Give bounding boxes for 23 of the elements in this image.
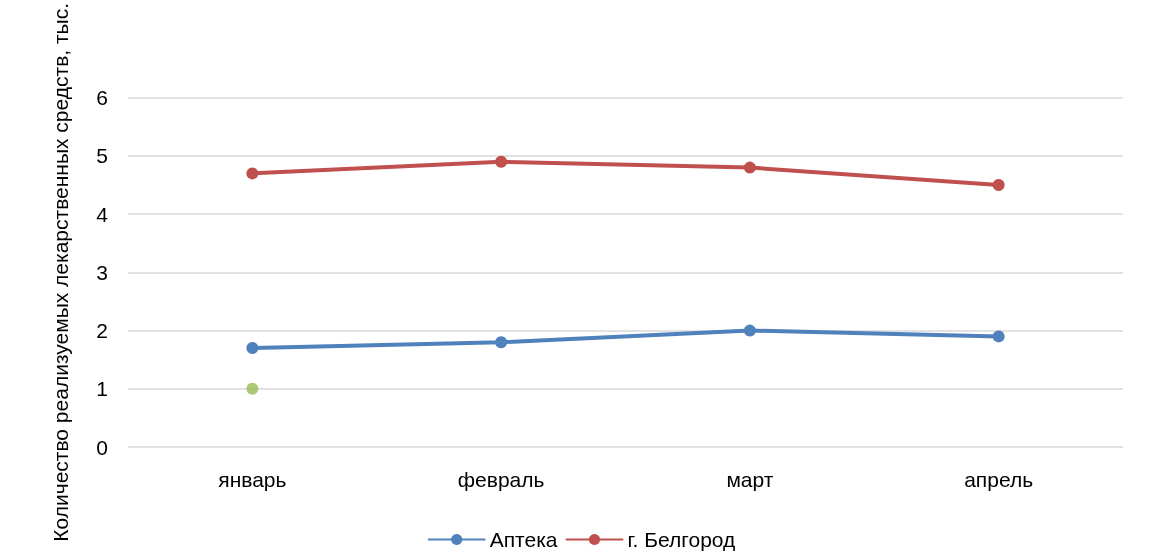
y-tick-label: 6 xyxy=(96,86,108,110)
point xyxy=(246,342,259,355)
y-tick-label: 5 xyxy=(96,144,108,168)
point xyxy=(246,167,259,180)
x-tick-label: март xyxy=(726,468,774,491)
legend-label: г. Белгород xyxy=(627,528,736,551)
x-tick-label: апрель xyxy=(964,468,1034,491)
x-tick-label: февраль xyxy=(457,468,545,491)
y-tick-label: 3 xyxy=(96,260,108,284)
point xyxy=(495,155,508,168)
legend-label: Аптека xyxy=(489,528,558,551)
point xyxy=(743,324,756,337)
point xyxy=(992,330,1005,343)
point xyxy=(743,161,756,174)
point xyxy=(246,382,259,395)
x-tick-label: январь xyxy=(218,468,287,491)
y-tick-label: 0 xyxy=(96,435,108,459)
y-axis-title: Количество реализуемых лекарственных средств, тыс. xyxy=(48,2,72,542)
y-tick-label: 2 xyxy=(96,319,108,343)
y-tick-label: 1 xyxy=(96,377,108,401)
point xyxy=(992,179,1005,192)
point xyxy=(495,336,508,349)
y-tick-label: 4 xyxy=(96,202,109,226)
